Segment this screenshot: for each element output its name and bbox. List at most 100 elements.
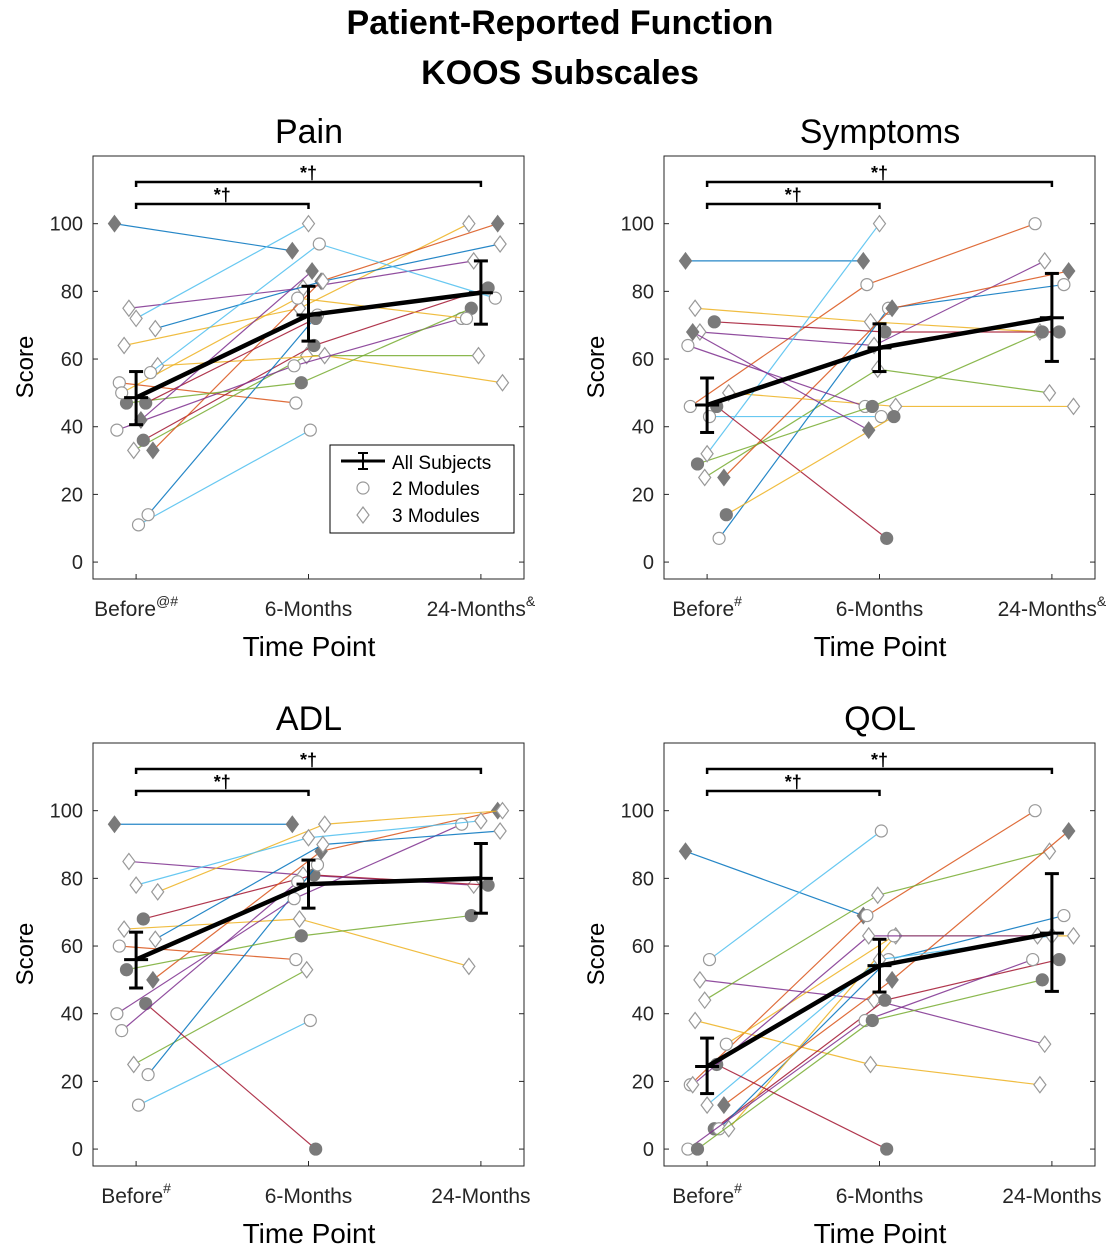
subject-point [685, 1075, 700, 1094]
subject-point [1042, 842, 1057, 861]
subject-point [292, 909, 307, 928]
subject-line [140, 270, 313, 421]
subject-point [107, 815, 122, 834]
x-axis-label: Time Point [243, 631, 376, 662]
subject-point [1066, 926, 1081, 945]
x-tick-label: 6-Months [265, 1185, 353, 1208]
subject-point [110, 1007, 124, 1021]
subject-point [1035, 325, 1049, 339]
subject-line [716, 1063, 887, 1150]
subject-point [870, 886, 885, 905]
x-tick-superscript: # [734, 593, 742, 609]
x-tick-superscript: # [163, 1180, 171, 1196]
significance-label: *† [785, 772, 802, 792]
subject-point [874, 409, 888, 424]
subject-point [1061, 262, 1076, 281]
subject-point [294, 376, 308, 390]
subject-line [114, 223, 293, 252]
subject-point [1061, 821, 1076, 840]
subject-point [1026, 952, 1040, 967]
subject-line [133, 969, 307, 1066]
x-tick-label: 24-Months& [998, 593, 1107, 621]
subject-point [697, 468, 712, 487]
legend-two-modules-marker [356, 481, 370, 495]
y-tick-label: 100 [621, 801, 654, 823]
subject-line [145, 1003, 317, 1150]
x-tick-superscript: & [1097, 593, 1107, 609]
significance-bracket [705, 202, 881, 209]
y-tick-label: 40 [632, 417, 654, 439]
subject-point [285, 241, 300, 260]
subject-point [678, 251, 693, 270]
subject-point [874, 824, 888, 838]
x-tick-superscript: @# [156, 593, 178, 609]
subject-point [129, 309, 143, 328]
subject-point [310, 858, 325, 872]
x-tick-label: Before@# [94, 593, 178, 621]
subject-point [856, 251, 871, 270]
subject-point [861, 926, 876, 945]
subject-point [301, 214, 316, 233]
subject-point [305, 262, 319, 281]
y-tick-label: 100 [50, 214, 83, 236]
y-axis-label: Score [12, 923, 39, 986]
subject-point [1057, 277, 1071, 292]
subject-point [466, 251, 481, 270]
subject-point [685, 322, 700, 341]
subject-point [880, 1142, 894, 1156]
subject-point [455, 817, 469, 831]
x-axis-label: Time Point [814, 1218, 947, 1249]
subject-line [138, 429, 311, 526]
subject-point [317, 346, 332, 365]
subject-point [136, 912, 150, 926]
subject-line [135, 223, 309, 319]
subject-point [131, 518, 146, 532]
subject-point [289, 396, 303, 410]
subject-point [490, 214, 505, 233]
significance-bracket [705, 180, 1054, 187]
subject-line [687, 344, 866, 407]
subject-point [700, 1096, 714, 1115]
subject-point [1028, 217, 1042, 231]
subject-point [481, 878, 495, 892]
x-tick-label: 24-Months [431, 1185, 530, 1208]
subject-point [885, 299, 899, 318]
subject-point [717, 1096, 731, 1115]
significance-label: *† [300, 750, 317, 770]
y-tick-label: 80 [632, 281, 654, 303]
subject-point [690, 457, 705, 471]
subject-point [148, 930, 163, 949]
y-tick-label: 40 [632, 1004, 654, 1026]
x-axis-label: Time Point [243, 1218, 376, 1249]
subject-point [471, 346, 486, 365]
plot-area: 0 20 40 60 80 100 Before# 6-Months 24-Months& *† *… [621, 155, 1107, 621]
y-tick-label: 100 [621, 214, 654, 236]
subject-point [459, 311, 474, 326]
y-tick-label: 0 [72, 1139, 83, 1161]
subject-point [688, 299, 702, 318]
significance-bracket [134, 202, 310, 209]
x-tick-label: Before# [101, 1180, 171, 1208]
subject-point [702, 952, 717, 967]
x-tick-label: 24-Months [1002, 1185, 1101, 1208]
panel-title: QOL [844, 700, 916, 738]
subject-point [285, 815, 300, 834]
subject-point [466, 876, 481, 895]
subject-point [126, 441, 141, 460]
subject-point [719, 508, 733, 522]
subject-point [717, 468, 731, 487]
significance-label: *† [785, 185, 802, 205]
subject-point [141, 508, 155, 522]
subject-point [493, 821, 507, 840]
subject-point [1052, 952, 1066, 967]
subject-point [1052, 325, 1066, 339]
subject-point [317, 815, 332, 834]
x-tick-label: Before# [672, 593, 742, 621]
subject-point [112, 939, 126, 953]
subject-point [146, 970, 160, 989]
subject-point [139, 996, 153, 1011]
subject-point [122, 852, 136, 871]
subject-line [709, 830, 882, 961]
y-axis-label: Score [12, 336, 39, 399]
